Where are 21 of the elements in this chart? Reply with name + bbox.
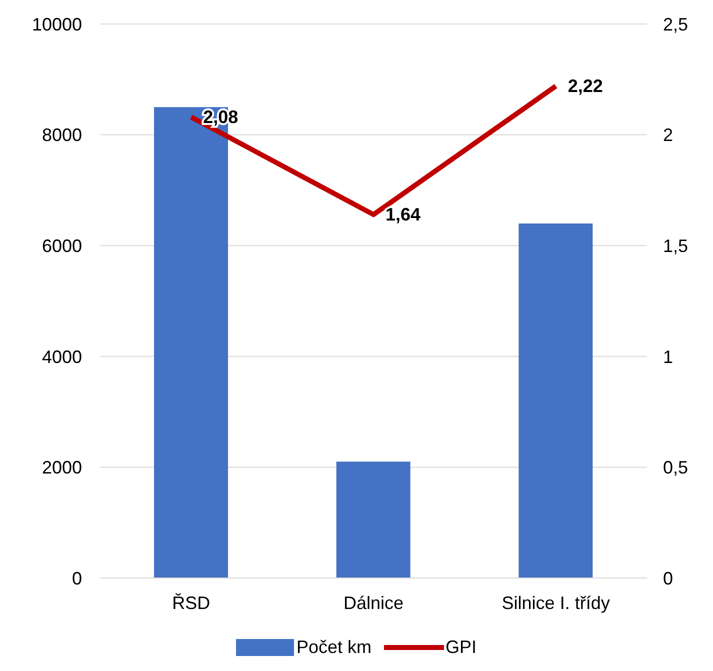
y2-tick-label: 2,5 (663, 14, 688, 34)
data-label: 1,64 (386, 204, 421, 225)
legend-label: Počet km (296, 637, 372, 658)
y2-tick-label: 0 (663, 568, 674, 588)
y-tick-label: 2000 (42, 458, 82, 478)
y2-tick-label: 2 (663, 125, 674, 146)
y2-tick-label: 1,5 (663, 236, 688, 256)
bar (518, 223, 593, 578)
y-tick-label: 8000 (42, 125, 82, 146)
x-tick-label: Dálnice (343, 592, 404, 613)
y-tick-label: 10000 (32, 14, 82, 34)
y2-tick-label: 1 (663, 346, 674, 367)
y-tick-label: 4000 (42, 346, 82, 367)
y-tick-label: 0 (72, 568, 82, 588)
bar (336, 462, 410, 578)
y-tick-label: 6000 (42, 236, 82, 256)
y2-tick-label: 0,5 (663, 458, 688, 478)
data-label: 2,22 (568, 76, 603, 96)
legend-label: GPI (446, 637, 477, 658)
x-tick-label: ŘSD (172, 592, 210, 613)
x-tick-label: Silnice I. třídy (502, 592, 610, 613)
